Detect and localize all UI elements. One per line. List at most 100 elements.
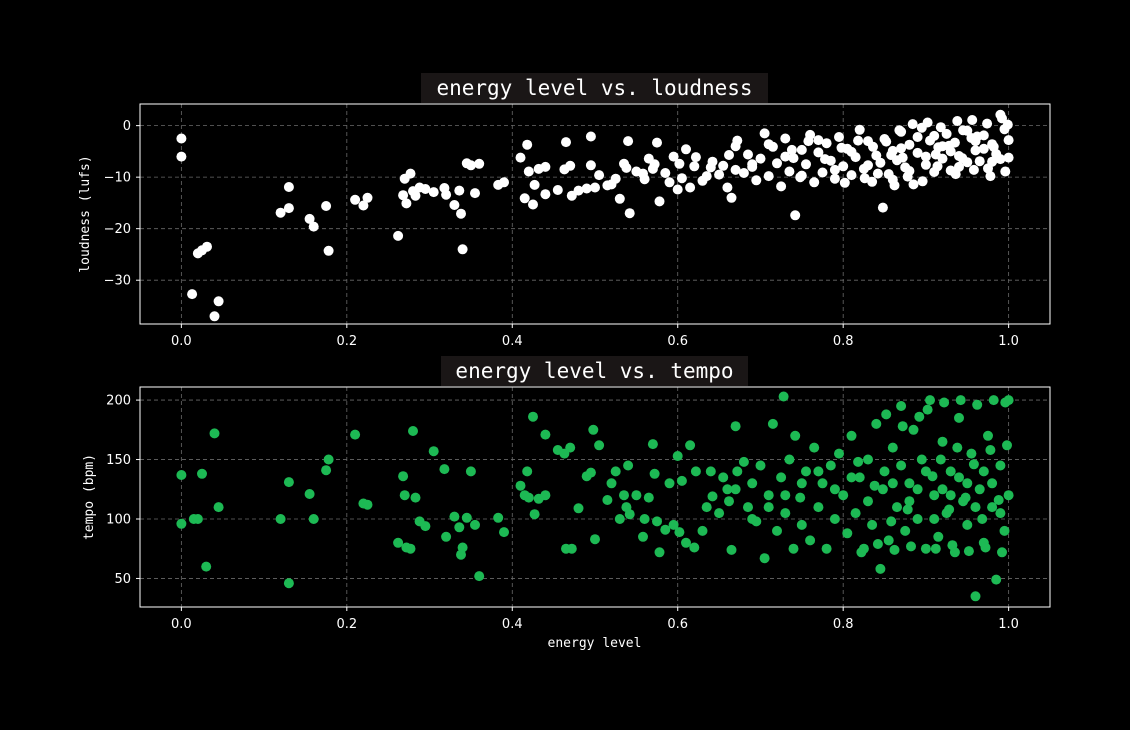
tempo-point	[897, 421, 908, 432]
tempo-point	[927, 471, 938, 482]
tempo-point	[914, 411, 925, 422]
loudness-point	[817, 167, 828, 178]
loudness-point	[722, 182, 733, 193]
loudness-point	[738, 168, 749, 178]
loudness-point	[863, 160, 873, 171]
tempo-point	[566, 543, 577, 554]
loudness-point	[846, 170, 857, 181]
loudness-point	[398, 190, 409, 201]
loudness-point	[784, 166, 795, 177]
loudness-point	[920, 159, 931, 170]
tempo-point	[767, 418, 778, 429]
tempo-point	[304, 489, 315, 499]
tempo-point	[674, 527, 685, 538]
tempo-point	[707, 491, 718, 502]
loudness-point	[801, 159, 811, 170]
tempo-point	[945, 466, 956, 477]
loudness-chart-title: energy level vs. loudness	[436, 76, 752, 100]
loudness-point	[904, 139, 915, 150]
tempo-point	[846, 430, 857, 441]
loudness-y-axis-label: loudness (lufs)	[78, 155, 93, 272]
loudness-point	[718, 160, 729, 171]
loudness-point	[202, 241, 212, 252]
tempo-point	[738, 456, 749, 467]
tempo-point	[960, 492, 971, 503]
tempo-point	[588, 424, 599, 435]
loudness-point	[321, 201, 332, 211]
tempo-chart: energy level vs. tempo 0.0 0.2 0.4 0.6 0.8 1.…	[82, 356, 1051, 651]
tempo-point	[887, 478, 898, 489]
loudness-point	[897, 152, 908, 163]
tempo-point	[573, 503, 584, 514]
tempo-point	[672, 451, 683, 461]
tempo-x-tick-label-3: 0.6	[667, 617, 688, 632]
tempo-point	[972, 399, 983, 410]
loudness-point	[610, 173, 621, 184]
tempo-point	[939, 397, 950, 408]
loudness-point	[308, 221, 319, 232]
tempo-point	[649, 468, 660, 479]
tempo-x-tick-label-1: 0.2	[336, 617, 357, 632]
tempo-point	[842, 528, 853, 539]
loudness-x-tick-label-3: 0.6	[667, 334, 688, 349]
loudness-point	[820, 154, 830, 165]
tempo-point	[213, 502, 224, 513]
tempo-point	[970, 502, 981, 513]
tempo-point	[639, 514, 650, 524]
loudness-point	[776, 181, 787, 192]
loudness-point	[902, 171, 913, 182]
tempo-point	[664, 478, 675, 489]
loudness-point	[1003, 152, 1014, 163]
tempo-point	[724, 496, 734, 507]
loudness-point	[922, 117, 933, 128]
tempo-point	[780, 508, 791, 519]
loudness-point	[652, 137, 662, 148]
tempo-point	[896, 460, 907, 471]
loudness-point	[838, 161, 849, 172]
loudness-x-tick-label-2: 0.4	[502, 334, 523, 349]
loudness-point	[275, 207, 286, 218]
tempo-point	[788, 543, 799, 554]
tempo-point	[405, 543, 416, 554]
tempo-point	[937, 436, 948, 447]
tempo-point	[856, 547, 867, 558]
tempo-point	[772, 525, 782, 536]
tempo-point	[877, 484, 888, 495]
loudness-point	[672, 184, 683, 195]
tempo-y-tick-label-3: 200	[106, 394, 131, 409]
tempo-x-tick-label-0: 0.0	[171, 617, 192, 632]
tempo-point	[610, 466, 621, 477]
loudness-y-tick-label-0: 0	[123, 119, 131, 134]
tempo-x-tick-label-4: 0.8	[833, 617, 854, 632]
loudness-y-tick-label-2: −20	[104, 222, 131, 237]
loudness-point	[974, 156, 985, 167]
tempo-point	[743, 502, 753, 513]
tempo-point	[813, 466, 824, 477]
loudness-point	[995, 154, 1006, 165]
tempo-point	[201, 561, 212, 572]
loudness-point	[528, 199, 538, 210]
loudness-point	[565, 160, 576, 171]
loudness-point	[176, 151, 187, 162]
loudness-point	[730, 164, 741, 175]
loudness-point	[668, 151, 679, 162]
loudness-point	[470, 188, 480, 199]
tempo-point	[714, 508, 725, 519]
loudness-point	[813, 135, 824, 146]
tempo-point	[676, 475, 687, 486]
tempo-point	[638, 531, 648, 542]
tempo-point	[523, 492, 534, 503]
tempo-point	[937, 484, 948, 495]
loudness-point	[457, 244, 468, 255]
tempo-point	[689, 542, 700, 553]
loudness-ticks: 0.0 0.2 0.4 0.6 0.8 1.0 0 −10 −20 −30	[104, 119, 1019, 349]
loudness-point	[428, 187, 439, 198]
loudness-point	[846, 146, 857, 157]
tempo-point	[829, 484, 840, 495]
tempo-point	[980, 542, 991, 553]
loudness-point	[209, 311, 220, 322]
tempo-x-tick-label-5: 1.0	[998, 617, 1019, 632]
loudness-point	[896, 143, 907, 154]
tempo-point	[705, 466, 716, 477]
